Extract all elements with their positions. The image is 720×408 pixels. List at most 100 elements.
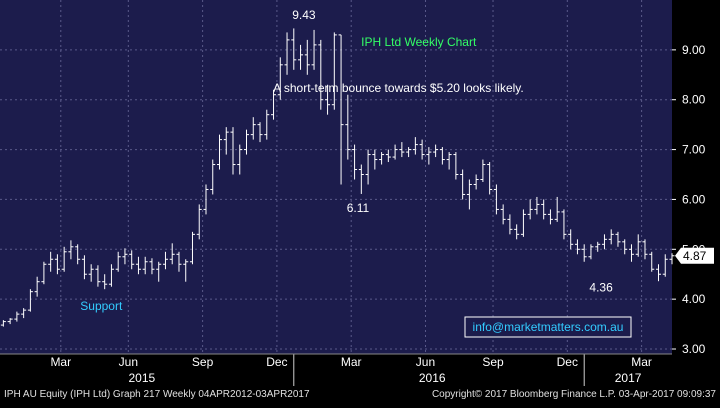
ohlc-bar xyxy=(75,244,81,265)
ohlc-bar xyxy=(304,39,310,75)
ohlc-bar xyxy=(487,162,493,195)
ohlc-bar xyxy=(284,32,290,75)
ohlc-bar xyxy=(203,184,209,215)
ohlc-bar xyxy=(291,28,297,70)
year-dividers xyxy=(293,354,585,386)
annotation-label: IPH Ltd Weekly Chart xyxy=(361,35,477,49)
annotations: IPH Ltd Weekly Chart A short-term bounce … xyxy=(80,8,632,338)
ohlc-bar xyxy=(379,152,385,165)
ohlc-bar xyxy=(142,256,148,275)
contact-email: info@marketmatters.com.au xyxy=(473,320,624,334)
ohlc-bar xyxy=(595,241,601,252)
ohlc-bars xyxy=(0,28,675,327)
ohlc-bar xyxy=(298,44,304,70)
ohlc-bar xyxy=(237,144,243,175)
x-month-label: Mar xyxy=(50,355,71,369)
x-month-label: Mar xyxy=(631,355,652,369)
plot-area xyxy=(0,0,672,354)
ohlc-bar xyxy=(372,149,378,170)
ohlc-bar xyxy=(358,164,364,194)
footer-bar: IPH AU Equity (IPH Ltd) Graph 217 Weekly… xyxy=(0,386,720,403)
ohlc-bar xyxy=(331,32,337,110)
ohlc-bar xyxy=(210,159,216,195)
ohlc-bar xyxy=(433,144,439,158)
ohlc-bar xyxy=(426,147,432,165)
ohlc-bar xyxy=(183,259,189,282)
ohlc-bar xyxy=(365,149,371,185)
ohlc-bar xyxy=(642,239,648,260)
x-month-label: Jun xyxy=(416,355,435,369)
annotation-label: 4.36 xyxy=(589,281,613,295)
ohlc-bar xyxy=(95,265,101,287)
ohlc-bar xyxy=(507,214,513,235)
x-year-label: 2016 xyxy=(419,371,446,385)
ohlc-bar xyxy=(514,224,520,240)
ohlc-bar xyxy=(34,276,40,297)
ohlc-bar xyxy=(615,231,621,247)
ohlc-bar xyxy=(41,261,47,285)
ohlc-bar xyxy=(446,152,452,170)
ohlc-bar xyxy=(271,89,277,120)
ohlc-bar xyxy=(7,318,13,325)
ohlc-bar xyxy=(250,117,256,140)
ohlc-bar xyxy=(230,127,236,175)
ohlc-bar xyxy=(345,94,351,160)
ohlc-bar xyxy=(561,209,567,240)
y-tick-label: 6.00 xyxy=(682,192,706,206)
ohlc-bar xyxy=(223,127,229,155)
ohlc-bar xyxy=(81,255,87,280)
ohlc-bar xyxy=(61,246,67,272)
ohlc-bar xyxy=(473,174,479,190)
grid-lines xyxy=(0,0,672,354)
footer-copyright: Copyright© 2017 Bloomberg Finance L.P. 0… xyxy=(431,389,716,400)
x-month-label: Dec xyxy=(557,355,578,369)
ohlc-bar xyxy=(162,251,168,270)
x-month-label: Jun xyxy=(119,355,138,369)
ohlc-bar xyxy=(500,204,506,225)
y-tick-label: 7.00 xyxy=(682,143,706,157)
ohlc-bar xyxy=(460,169,466,200)
x-axis: Mar Jun Sep Dec Mar Jun Sep Dec Mar 2015 2016 2017 xyxy=(0,353,672,385)
ohlc-bar xyxy=(669,253,675,265)
ohlc-bar xyxy=(318,39,324,110)
ohlc-bar xyxy=(541,199,547,220)
ohlc-bar xyxy=(196,204,202,240)
ohlc-bar xyxy=(581,244,587,262)
ohlc-bar xyxy=(601,234,607,250)
ohlc-bar xyxy=(135,256,141,275)
ohlc-bar xyxy=(115,251,121,272)
ohlc-bar xyxy=(453,152,459,180)
ohlc-bar xyxy=(338,34,344,185)
last-price-tag-bg xyxy=(675,247,714,264)
ohlc-bar xyxy=(419,139,425,160)
ohlc-bar xyxy=(493,184,499,215)
annotation-label: 9.43 xyxy=(292,8,316,22)
ohlc-bar xyxy=(608,229,614,245)
ohlc-bar xyxy=(439,147,445,165)
ohlc-bar xyxy=(27,289,33,312)
ohlc-bar xyxy=(88,264,94,282)
last-price-value: 4.87 xyxy=(683,249,707,263)
ohlc-bar xyxy=(588,244,594,260)
annotation-label: 6.11 xyxy=(347,201,370,215)
ohlc-bar xyxy=(406,147,412,158)
x-year-label: 2017 xyxy=(615,371,642,385)
ohlc-bar xyxy=(21,308,27,319)
ohlc-bar xyxy=(655,264,661,282)
ohlc-bar xyxy=(352,144,358,180)
ohlc-bar xyxy=(189,231,195,265)
ohlc-bar xyxy=(392,144,398,160)
ohlc-bar xyxy=(480,159,486,182)
y-tick-label: 9.00 xyxy=(682,43,706,57)
ohlc-bar xyxy=(216,134,222,170)
ohlc-bar xyxy=(257,122,263,143)
ohlc-bar xyxy=(311,29,317,70)
ohlc-bar xyxy=(628,244,634,262)
footer-security-info: IPH AU Equity (IPH Ltd) Graph 217 Weekly… xyxy=(4,389,310,400)
ohlc-bar xyxy=(554,196,560,222)
ohlc-bar xyxy=(466,179,472,210)
annotation-label: Support xyxy=(80,299,123,313)
ohlc-bar xyxy=(325,84,331,115)
contact-box xyxy=(464,316,632,338)
